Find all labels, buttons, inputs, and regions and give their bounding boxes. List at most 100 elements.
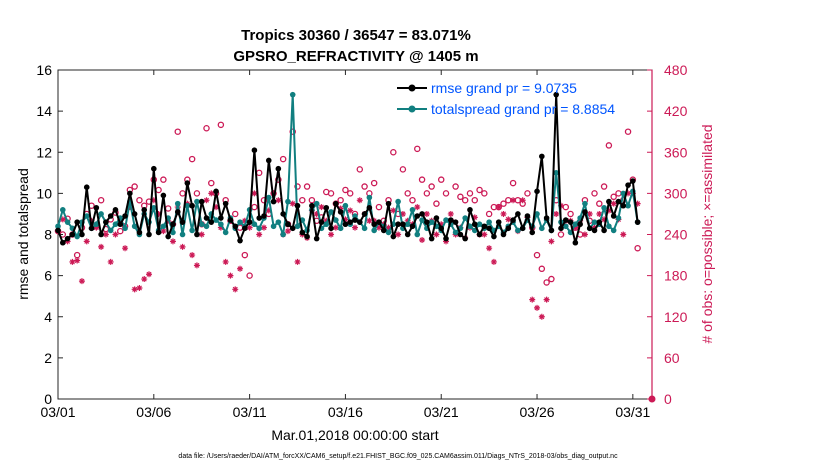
obs-possible-point	[600, 183, 608, 190]
obs-possible-point	[509, 179, 517, 187]
rmse-point	[452, 219, 459, 225]
y-tick-label: 4	[44, 309, 52, 325]
rmse-point	[313, 235, 320, 242]
rmse-point	[83, 184, 90, 191]
obs-assimilated-point	[98, 243, 105, 250]
totalspread-point	[98, 211, 104, 217]
totalspread-point	[404, 221, 411, 228]
obs-possible-point	[375, 203, 383, 211]
obs-assimilated-point	[471, 214, 478, 221]
obs-assimilated-point	[375, 224, 382, 231]
rmse-point	[448, 217, 454, 223]
obs-assimilated-point	[500, 210, 507, 217]
totalspread-point	[275, 219, 282, 225]
obs-assimilated-point	[222, 258, 229, 265]
totalspread-point	[615, 215, 622, 221]
rmse-point	[160, 192, 167, 199]
obs-assimilated-point	[605, 207, 612, 214]
obs-possible-point	[342, 186, 349, 194]
legend-rmse-label: rmse grand pr = 9.0735	[431, 80, 577, 96]
obs-possible-point	[538, 265, 546, 273]
rmse-point	[79, 231, 85, 238]
rmse-point	[237, 237, 243, 244]
obs-assimilated-point	[505, 216, 512, 223]
obs-assimilated-point	[241, 217, 248, 224]
totalspread-point	[562, 223, 569, 230]
obs-possible-point	[610, 193, 617, 201]
obs-assimilated-point	[284, 228, 291, 235]
obs-assimilated-point	[318, 204, 325, 211]
y-tick-label: 0	[44, 391, 52, 407]
totalspread-point	[419, 217, 425, 223]
rmse-point	[433, 215, 440, 221]
y-tick-label: 12	[36, 144, 52, 160]
obs-assimilated-point	[260, 224, 267, 231]
rmse-point	[586, 225, 593, 232]
totalspread-point	[256, 225, 262, 232]
totalspread-point	[361, 225, 368, 232]
obs-possible-point	[457, 193, 464, 201]
obs-assimilated-point	[107, 258, 114, 265]
obs-assimilated-point	[160, 228, 167, 235]
obs-assimilated-point	[328, 231, 335, 238]
totalspread-point	[189, 227, 195, 234]
obs-assimilated-point	[356, 197, 363, 204]
totalspread-point	[467, 223, 473, 230]
rmse-point	[385, 200, 392, 207]
totalspread-point	[337, 225, 344, 232]
obs-possible-point	[481, 190, 488, 197]
obs-possible-point	[476, 186, 483, 194]
obs-assimilated-point	[543, 296, 550, 303]
rmse-point	[347, 219, 354, 225]
obs-assimilated-point	[586, 210, 593, 217]
rmse-point	[280, 211, 286, 217]
rmse-point	[548, 227, 555, 234]
obs-assimilated-point	[256, 231, 263, 238]
obs-assimilated-point	[294, 258, 301, 265]
rmse-point	[208, 219, 215, 225]
rmse-point	[151, 165, 157, 172]
rmse-point	[404, 231, 411, 238]
obs-assimilated-point	[213, 204, 220, 211]
totalspread-point	[285, 198, 291, 205]
rmse-point	[107, 213, 114, 219]
x-tick-label: 03/06	[136, 404, 171, 420]
rmse-point	[256, 215, 262, 221]
rmse-point	[510, 217, 516, 223]
totalspread-point	[352, 213, 358, 219]
rmse-point	[524, 213, 531, 219]
obs-assimilated-point	[385, 224, 392, 231]
legend: rmse grand pr = 9.0735 totalspread grand…	[397, 80, 615, 117]
rmse-point	[146, 231, 152, 238]
obs-assimilated-point	[246, 224, 253, 231]
rmse-point	[596, 219, 603, 225]
totalspread-point	[366, 194, 373, 201]
obs-possible-point	[193, 190, 201, 197]
rmse-point	[232, 223, 239, 230]
obs-possible-point	[160, 176, 167, 183]
rmse-point	[462, 235, 468, 242]
rmse-point	[165, 233, 171, 240]
obs-possible-point	[596, 200, 603, 207]
y2-tick-label: 0	[664, 391, 672, 407]
y-tick-label: 10	[36, 185, 52, 201]
obs-assimilated-point	[74, 257, 81, 264]
rmse-point	[562, 217, 569, 223]
obs-assimilated-point	[538, 313, 545, 320]
obs-possible-point	[231, 210, 239, 218]
totalspread-point	[414, 231, 421, 238]
obs-possible-point	[337, 196, 344, 204]
totalspread-point	[539, 225, 545, 232]
totalspread-point	[582, 200, 588, 207]
rmse-point	[577, 221, 583, 228]
obs-assimilated-point	[342, 216, 349, 223]
rmse-point	[194, 231, 200, 238]
totalspread-point	[83, 213, 90, 219]
rmse-point	[366, 204, 373, 211]
obs-possible-point	[203, 125, 210, 132]
y2-tick-label: 420	[664, 103, 688, 119]
totalspread-point	[462, 215, 468, 221]
rmse-point	[227, 217, 234, 223]
obs-possible-point	[409, 196, 416, 204]
obs-possible-point	[624, 128, 632, 135]
